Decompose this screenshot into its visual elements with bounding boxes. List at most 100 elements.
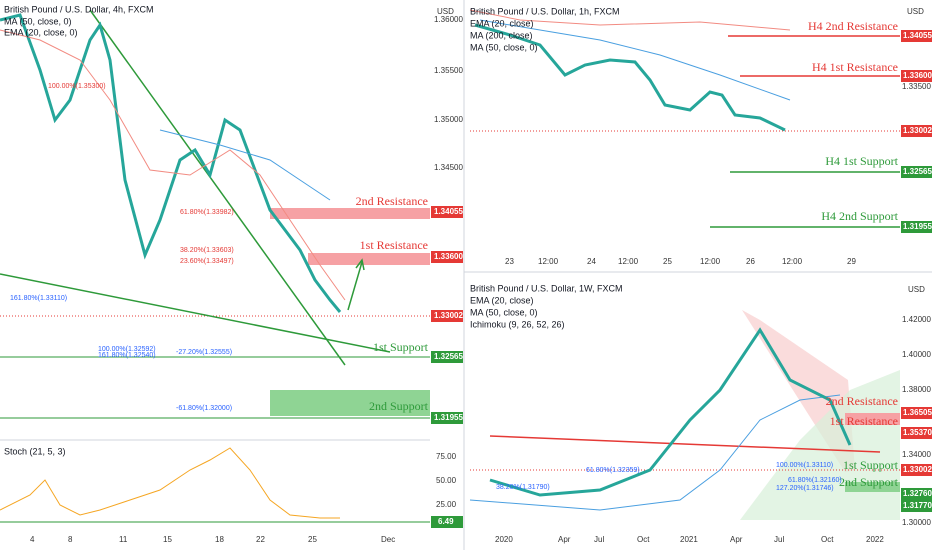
resistance-zone <box>845 413 900 425</box>
price-tag-label: 1.35370 <box>903 428 932 437</box>
price-tag <box>901 488 932 500</box>
stoch-tag-label: 6.49 <box>438 517 454 526</box>
indicator: EMA (20, close) <box>470 18 534 28</box>
price-tag <box>901 427 932 439</box>
bottom-right-panel: British Pound / U.S. Dollar, 1W, FXCM EM… <box>469 283 932 544</box>
axis-label: 1.42000 <box>902 315 931 324</box>
axis-label: 1.36000 <box>434 15 463 24</box>
price-candles <box>0 13 342 313</box>
level-label: 2nd Support <box>369 399 429 413</box>
x-label: Jul <box>774 535 784 544</box>
price-tag-label: 1.33600 <box>903 71 932 80</box>
price-tag-label: 1.33600 <box>434 252 463 261</box>
fib-label: 100.00%(1.33110) <box>776 462 833 469</box>
price-tag-label: 1.31770 <box>903 501 932 510</box>
ema-line <box>0 29 346 301</box>
x-label: 18 <box>215 535 224 544</box>
fib-label: 38.20%(1.33603) <box>180 247 234 254</box>
support-zone <box>270 390 430 416</box>
x-label: 2022 <box>866 535 884 544</box>
stoch-tag <box>431 516 463 528</box>
x-label: 12:00 <box>700 257 721 266</box>
x-label: 12:00 <box>618 257 639 266</box>
fib-label: 100.00%(1.32592) <box>98 346 156 353</box>
arrow <box>347 261 363 311</box>
price-tag-label: 1.32565 <box>434 352 463 361</box>
indicator: MA (50, close, 0) <box>4 16 72 26</box>
trendline <box>0 273 391 353</box>
level-label: 1st Support <box>843 458 899 472</box>
fib-label: 38.20%(1.31790) <box>496 484 550 491</box>
price-tag <box>901 407 932 419</box>
axis-label: 1.35500 <box>434 66 463 75</box>
price-candles <box>489 327 852 497</box>
x-label: Dec <box>381 535 395 544</box>
axis-label: 25.00 <box>436 500 457 509</box>
ma200-line <box>469 9 791 31</box>
fib-label: 100.00%(1.35300) <box>48 83 106 90</box>
indicator: EMA (20, close, 0) <box>4 27 78 37</box>
price-tag <box>431 412 463 424</box>
price-tag-label: 1.32565 <box>903 167 932 176</box>
price-tag <box>901 30 932 42</box>
x-label: 22 <box>256 535 265 544</box>
axis-label: USD <box>908 285 925 294</box>
x-label: 2021 <box>680 535 698 544</box>
level-label: H4 2nd Resistance <box>808 19 898 33</box>
axis-label: USD <box>437 7 454 16</box>
x-label: 24 <box>587 257 596 266</box>
ma-line <box>469 394 841 511</box>
fib-label: -61.80%(1.32000) <box>176 405 232 412</box>
price-tag <box>901 125 932 137</box>
axis-label: 75.00 <box>436 452 457 461</box>
x-label: 11 <box>119 535 128 544</box>
level-label: 1st Resistance <box>360 238 428 252</box>
level-label: H4 1st Support <box>825 154 898 168</box>
x-label: 12:00 <box>782 257 803 266</box>
axis-label: 1.34500 <box>434 163 463 172</box>
x-label: 2020 <box>495 535 513 544</box>
indicator: EMA (20, close) <box>470 295 534 305</box>
x-label: 29 <box>847 257 856 266</box>
x-label: Apr <box>730 535 743 544</box>
chart-title: British Pound / U.S. Dollar, 4h, FXCM <box>4 4 154 14</box>
price-tag-label: 1.33002 <box>903 465 932 474</box>
price-tag-label: 1.36505 <box>903 408 932 417</box>
chart-title: British Pound / U.S. Dollar, 1W, FXCM <box>470 283 623 293</box>
level-label: 2nd Resistance <box>826 394 898 408</box>
arrow-head <box>355 258 365 271</box>
x-label: 25 <box>308 535 317 544</box>
x-label: 8 <box>68 535 73 544</box>
x-label: Oct <box>821 535 834 544</box>
indicator: MA (50, close, 0) <box>470 42 538 52</box>
level-label: H4 2nd Support <box>821 209 898 223</box>
price-tag-label: 1.34055 <box>434 207 463 216</box>
trendline <box>89 9 346 366</box>
indicator: MA (50, close, 0) <box>470 307 538 317</box>
axis-label: 1.33500 <box>902 82 931 91</box>
level-label: 2nd Support <box>839 475 899 489</box>
axis-label: 1.40000 <box>902 350 931 359</box>
price-tag-label: 1.33002 <box>434 311 463 320</box>
x-label: 23 <box>505 257 514 266</box>
price-tag <box>901 221 932 233</box>
price-tag <box>901 500 932 512</box>
fib-label: 161.80%(1.33110) <box>10 295 67 302</box>
x-label: Apr <box>558 535 571 544</box>
x-label: 26 <box>746 257 755 266</box>
price-tag-label: 1.31955 <box>903 222 932 231</box>
ma50-line <box>479 19 791 101</box>
stoch-title: Stoch (21, 5, 3) <box>4 446 66 456</box>
chart-title: British Pound / U.S. Dollar, 1h, FXCM <box>470 6 620 16</box>
price-tag <box>901 166 932 178</box>
fib-label: 23.60%(1.33497) <box>180 258 234 265</box>
x-label: Oct <box>637 535 650 544</box>
fib-label: 61.80%(1.33982) <box>180 209 234 216</box>
x-label: 25 <box>663 257 672 266</box>
price-tag-label: 1.33002 <box>903 126 932 135</box>
x-label: 4 <box>30 535 35 544</box>
axis-label: 1.30000 <box>902 518 931 527</box>
price-tag <box>901 70 932 82</box>
